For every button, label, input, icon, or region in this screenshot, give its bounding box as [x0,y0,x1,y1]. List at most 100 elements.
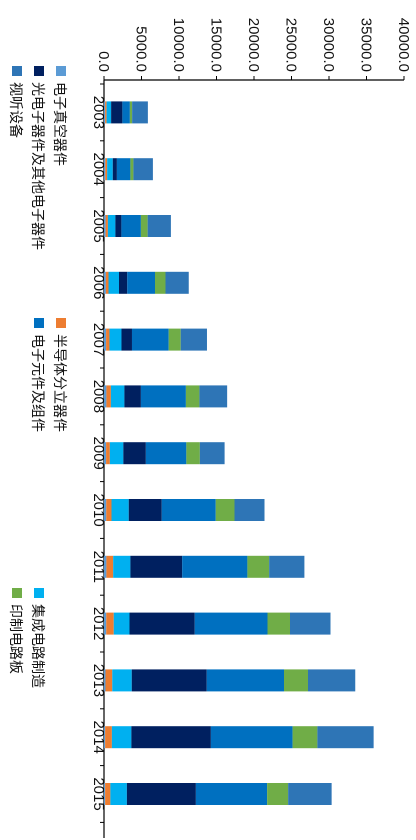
bar-segment-2008 [199,385,228,408]
bar-segment-2013 [206,669,284,692]
bar-segment-2007 [131,328,169,351]
category-tick-label: 2003 [90,96,107,129]
bar-segment-2012 [194,612,268,635]
bar-segment-2010 [106,499,112,521]
bar-segment-2015 [105,783,111,805]
bar-segment-2008 [140,385,186,408]
bar-segment-2012 [113,612,130,635]
bar-segment-2007 [180,328,207,351]
bar-segment-2003 [129,101,133,124]
bar-segment-2011 [247,555,270,578]
bar-segment-2006 [105,271,109,294]
value-tick-label: 30000.0 [320,18,337,72]
bar-segment-2014 [131,726,211,749]
bar-segment-2009 [145,442,187,465]
value-tick-label: 40000.0 [395,18,412,72]
category-tick-label: 2005 [90,209,107,242]
bar-segment-2009 [106,442,110,465]
bar-segment-2006 [165,271,189,294]
bar-segment-2005 [147,215,171,237]
bar-segment-2003 [105,101,107,124]
value-tick-label: 25000.0 [283,18,300,72]
value-tick-label: 20000.0 [245,18,262,72]
bar-segment-2005 [105,215,108,237]
bar-segment-2005 [115,215,122,237]
bar-segment-2015 [267,783,289,805]
category-tick-label: 2011 [90,551,107,583]
bar-segment-2013 [131,669,207,692]
bar-segment-2014 [317,726,374,749]
bar-segment-2012 [290,612,331,635]
bar-segment-2014 [210,726,293,749]
bar-segment-2004 [116,158,131,181]
bar-segment-2010 [215,499,235,521]
bar-segment-2008 [185,385,200,408]
category-tick-label: 2012 [90,607,107,640]
value-tick-label: 0.0 [95,51,112,72]
category-tick-label: 2010 [90,493,107,526]
bar-segment-2003 [106,101,112,124]
bar-segment-2014 [105,726,112,749]
bar-segment-2011 [269,555,305,578]
bar-segment-2011 [104,555,107,578]
bar-segment-2009 [104,442,107,465]
value-tick-label: 15000.0 [208,18,225,72]
bar-segment-2014 [292,726,318,749]
bar-segment-2010 [161,499,216,521]
bar-segment-2014 [104,726,106,749]
bar-segment-2012 [104,612,107,635]
bar-segment-2013 [105,669,113,692]
bar-segment-2011 [130,555,183,578]
bar-segment-2007 [121,328,132,351]
category-tick-label: 2013 [90,664,107,697]
bar-segment-2011 [182,555,248,578]
bar-segment-2013 [284,669,308,692]
bar-segment-2015 [126,783,196,805]
bar-segment-2004 [105,158,108,181]
bar-segment-2003 [122,101,130,124]
bar-segment-2012 [129,612,195,635]
bar-segment-2005 [104,215,106,237]
bar-segment-2015 [195,783,268,805]
bar-segment-2012 [106,612,114,635]
bar-segment-2009 [109,442,124,465]
category-tick-label: 2009 [90,437,107,470]
bar-segment-2010 [104,499,107,521]
category-tick-label: 2004 [90,153,107,186]
category-tick-label: 2014 [90,721,107,754]
bar-segment-2004 [133,158,153,181]
bar-segment-2009 [199,442,225,465]
category-tick-label: 2006 [90,266,107,299]
bar-segment-2015 [288,783,332,805]
bar-segment-2006 [119,271,128,294]
bar-segment-2011 [106,555,114,578]
bar-segment-2007 [168,328,181,351]
bar-segment-2015 [110,783,127,805]
bar-segment-2005 [121,215,141,237]
bar-segment-2008 [110,385,125,408]
bar-segment-2009 [186,442,200,465]
bar-segment-2008 [104,385,107,408]
bar-segment-2012 [267,612,290,635]
category-tick-label: 2008 [90,380,107,413]
bar-segment-2014 [111,726,132,749]
bar-segment-2013 [104,669,106,692]
value-tick-label: 5000.0 [133,26,150,72]
bar-segment-2005 [107,215,116,237]
value-tick-label: 35000.0 [358,18,375,72]
bar-segment-2006 [127,271,155,294]
category-tick-label: 2015 [90,777,107,810]
bar-segment-2010 [234,499,265,521]
bar-segment-2004 [130,158,134,181]
bar-segment-2003 [132,101,148,124]
bar-segment-2015 [104,783,106,805]
bar-segment-2011 [113,555,131,578]
bar-segment-2005 [140,215,148,237]
bar-segment-2010 [128,499,162,521]
bar-segment-2006 [104,271,106,294]
bar-segment-2006 [155,271,166,294]
bar-segment-2007 [106,328,110,351]
bar-segment-2013 [112,669,132,692]
